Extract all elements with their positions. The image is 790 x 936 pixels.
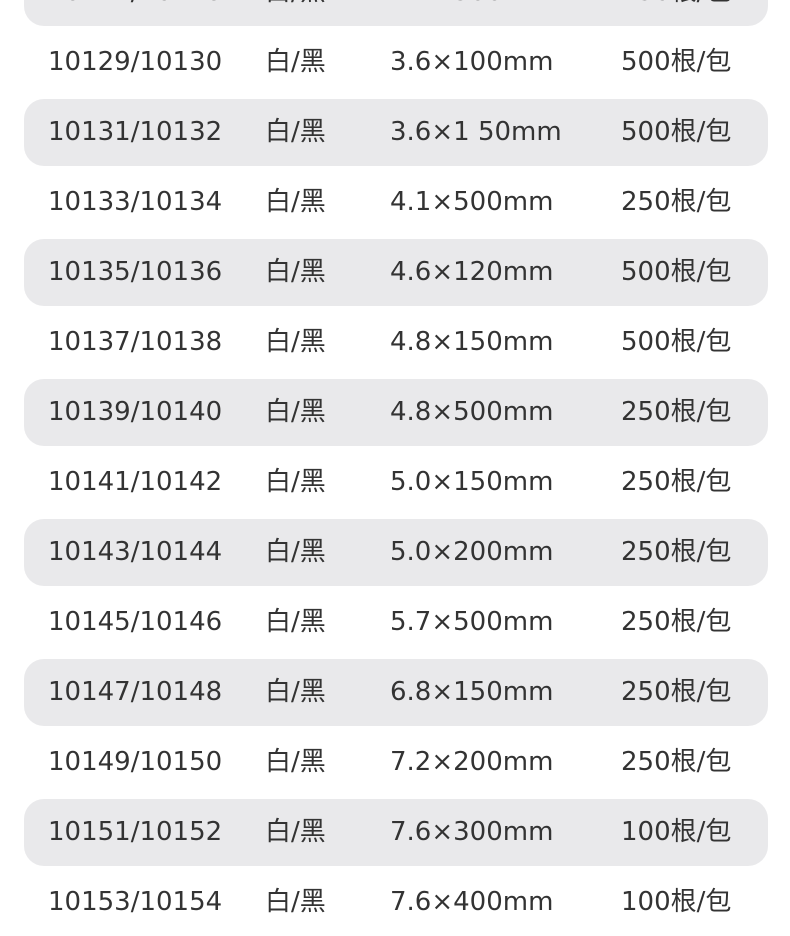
model-number: 10137/10138 <box>48 327 223 357</box>
model-number: 10127/10128 <box>48 0 222 26</box>
size: 4.6×120mm <box>390 257 554 287</box>
package: 250根/包 <box>621 187 732 217</box>
model-number: 10139/10140 <box>48 397 223 427</box>
model-number: 10147/10148 <box>48 677 223 707</box>
size: 7.6×400mm <box>390 887 554 917</box>
size: 5.0×150mm <box>390 467 554 497</box>
package: 250根/包 <box>621 467 732 497</box>
table-row: 10133/10134 白/黑 4.1×500mm 250根/包 <box>0 169 790 236</box>
model-number: 10151/10152 <box>48 817 223 847</box>
color: 白/黑 <box>265 607 326 637</box>
package: 250根/包 <box>621 747 732 777</box>
table-row: 10149/10150 白/黑 7.2×200mm 250根/包 <box>0 729 790 796</box>
package: 100根/包 <box>621 887 732 917</box>
model-number: 10145/10146 <box>48 607 223 637</box>
package: 250根/包 <box>621 537 732 567</box>
size: 7.6×300mm <box>390 817 554 847</box>
size: 7.2×200mm <box>390 747 554 777</box>
table-row: 10131/10132 白/黑 3.6×1 50mm 500根/包 <box>0 99 790 166</box>
size: 5.7×500mm <box>390 607 554 637</box>
package: 500根/包 <box>621 47 732 77</box>
model-number: 10141/10142 <box>48 467 223 497</box>
color: 白/黑 <box>265 187 326 217</box>
table-row: 10139/10140 白/黑 4.8×500mm 250根/包 <box>0 379 790 446</box>
size: 4.1×500mm <box>390 187 554 217</box>
package: 250根/包 <box>621 397 732 427</box>
color: 白/黑 <box>265 0 326 26</box>
size: 4.8×500mm <box>390 397 554 427</box>
table-row: 10129/10130 白/黑 3.6×100mm 500根/包 <box>0 29 790 96</box>
package: 500根/包 <box>621 327 732 357</box>
table-row: 10145/10146 白/黑 5.7×500mm 250根/包 <box>0 589 790 656</box>
color: 白/黑 <box>265 397 326 427</box>
color: 白/黑 <box>265 537 326 567</box>
color: 白/黑 <box>265 887 326 917</box>
size: 6.8×150mm <box>390 677 554 707</box>
size: 3.6×100mm <box>390 47 554 77</box>
color: 白/黑 <box>265 257 326 287</box>
table-row: 10135/10136 白/黑 4.6×120mm 500根/包 <box>0 239 790 306</box>
model-number: 10133/10134 <box>48 187 223 217</box>
table-row: 10143/10144 白/黑 5.0×200mm 250根/包 <box>0 519 790 586</box>
package: 500根/包 <box>621 257 732 287</box>
model-number: 10131/10132 <box>48 117 223 147</box>
color: 白/黑 <box>265 327 326 357</box>
table-row: 10147/10148 白/黑 6.8×150mm 250根/包 <box>0 659 790 726</box>
table-row: 10153/10154 白/黑 7.6×400mm 100根/包 <box>0 869 790 936</box>
model-number: 10153/10154 <box>48 887 223 917</box>
model-number: 10129/10130 <box>48 47 223 77</box>
color: 白/黑 <box>265 467 326 497</box>
color: 白/黑 <box>265 817 326 847</box>
model-number: 10149/10150 <box>48 747 223 777</box>
size: 3.6×1 50mm <box>390 117 562 147</box>
table-row: 10141/10142 白/黑 5.0×150mm 250根/包 <box>0 449 790 516</box>
table-row: 10151/10152 白/黑 7.6×300mm 100根/包 <box>0 799 790 866</box>
color: 白/黑 <box>265 747 326 777</box>
table-row: 10137/10138 白/黑 4.8×150mm 500根/包 <box>0 309 790 376</box>
color: 白/黑 <box>265 47 326 77</box>
size: 5.0×200mm <box>390 537 554 567</box>
color: 白/黑 <box>265 677 326 707</box>
size: 4.8×150mm <box>390 327 554 357</box>
package: 250根/包 <box>621 0 731 26</box>
package: 100根/包 <box>621 817 732 847</box>
package: 500根/包 <box>621 117 732 147</box>
color: 白/黑 <box>265 117 326 147</box>
package: 250根/包 <box>621 607 732 637</box>
package: 250根/包 <box>621 677 732 707</box>
model-number: 10143/10144 <box>48 537 223 567</box>
size: 2.7×300mm <box>390 0 553 26</box>
model-number: 10135/10136 <box>48 257 223 287</box>
table-row: 10127/10128 白/黑 2.7×300mm 250根/包 <box>0 0 790 26</box>
